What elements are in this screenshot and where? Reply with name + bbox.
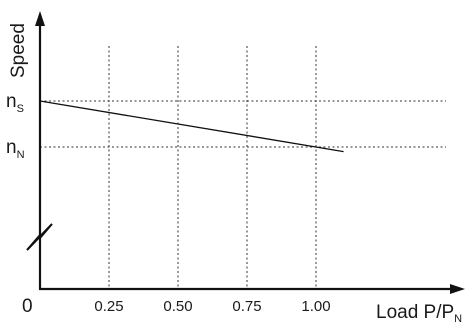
y-axis-title: Speed (8, 23, 29, 78)
x-tick-label-2: 0.75 (232, 298, 261, 315)
y-axis-arrow (35, 11, 45, 26)
x-tick-label-0: 0.25 (94, 298, 123, 315)
x-axis-title-subscript: N (454, 313, 462, 325)
x-axis-arrow (450, 284, 465, 294)
origin-label: 0 (22, 296, 33, 317)
y-tick-label-subscript-0: S (17, 103, 24, 115)
y-tick-label-subscript-1: N (17, 149, 25, 161)
y-tick-label-1: nN (6, 137, 25, 161)
series-layer (39, 100, 344, 153)
labels: 0.25 0.50 0.75 1.00 nS nN 0 Speed Load P/PN (6, 23, 462, 325)
series-line-0 (39, 100, 344, 153)
y-axis-break (26, 223, 53, 251)
axes (26, 11, 465, 294)
x-tick-label-3: 1.00 (301, 298, 330, 315)
grid-lines (40, 46, 446, 289)
y-tick-label-0: nS (6, 91, 24, 115)
x-axis-title: Load P/PN (376, 302, 462, 325)
x-tick-label-1: 0.50 (163, 298, 192, 315)
